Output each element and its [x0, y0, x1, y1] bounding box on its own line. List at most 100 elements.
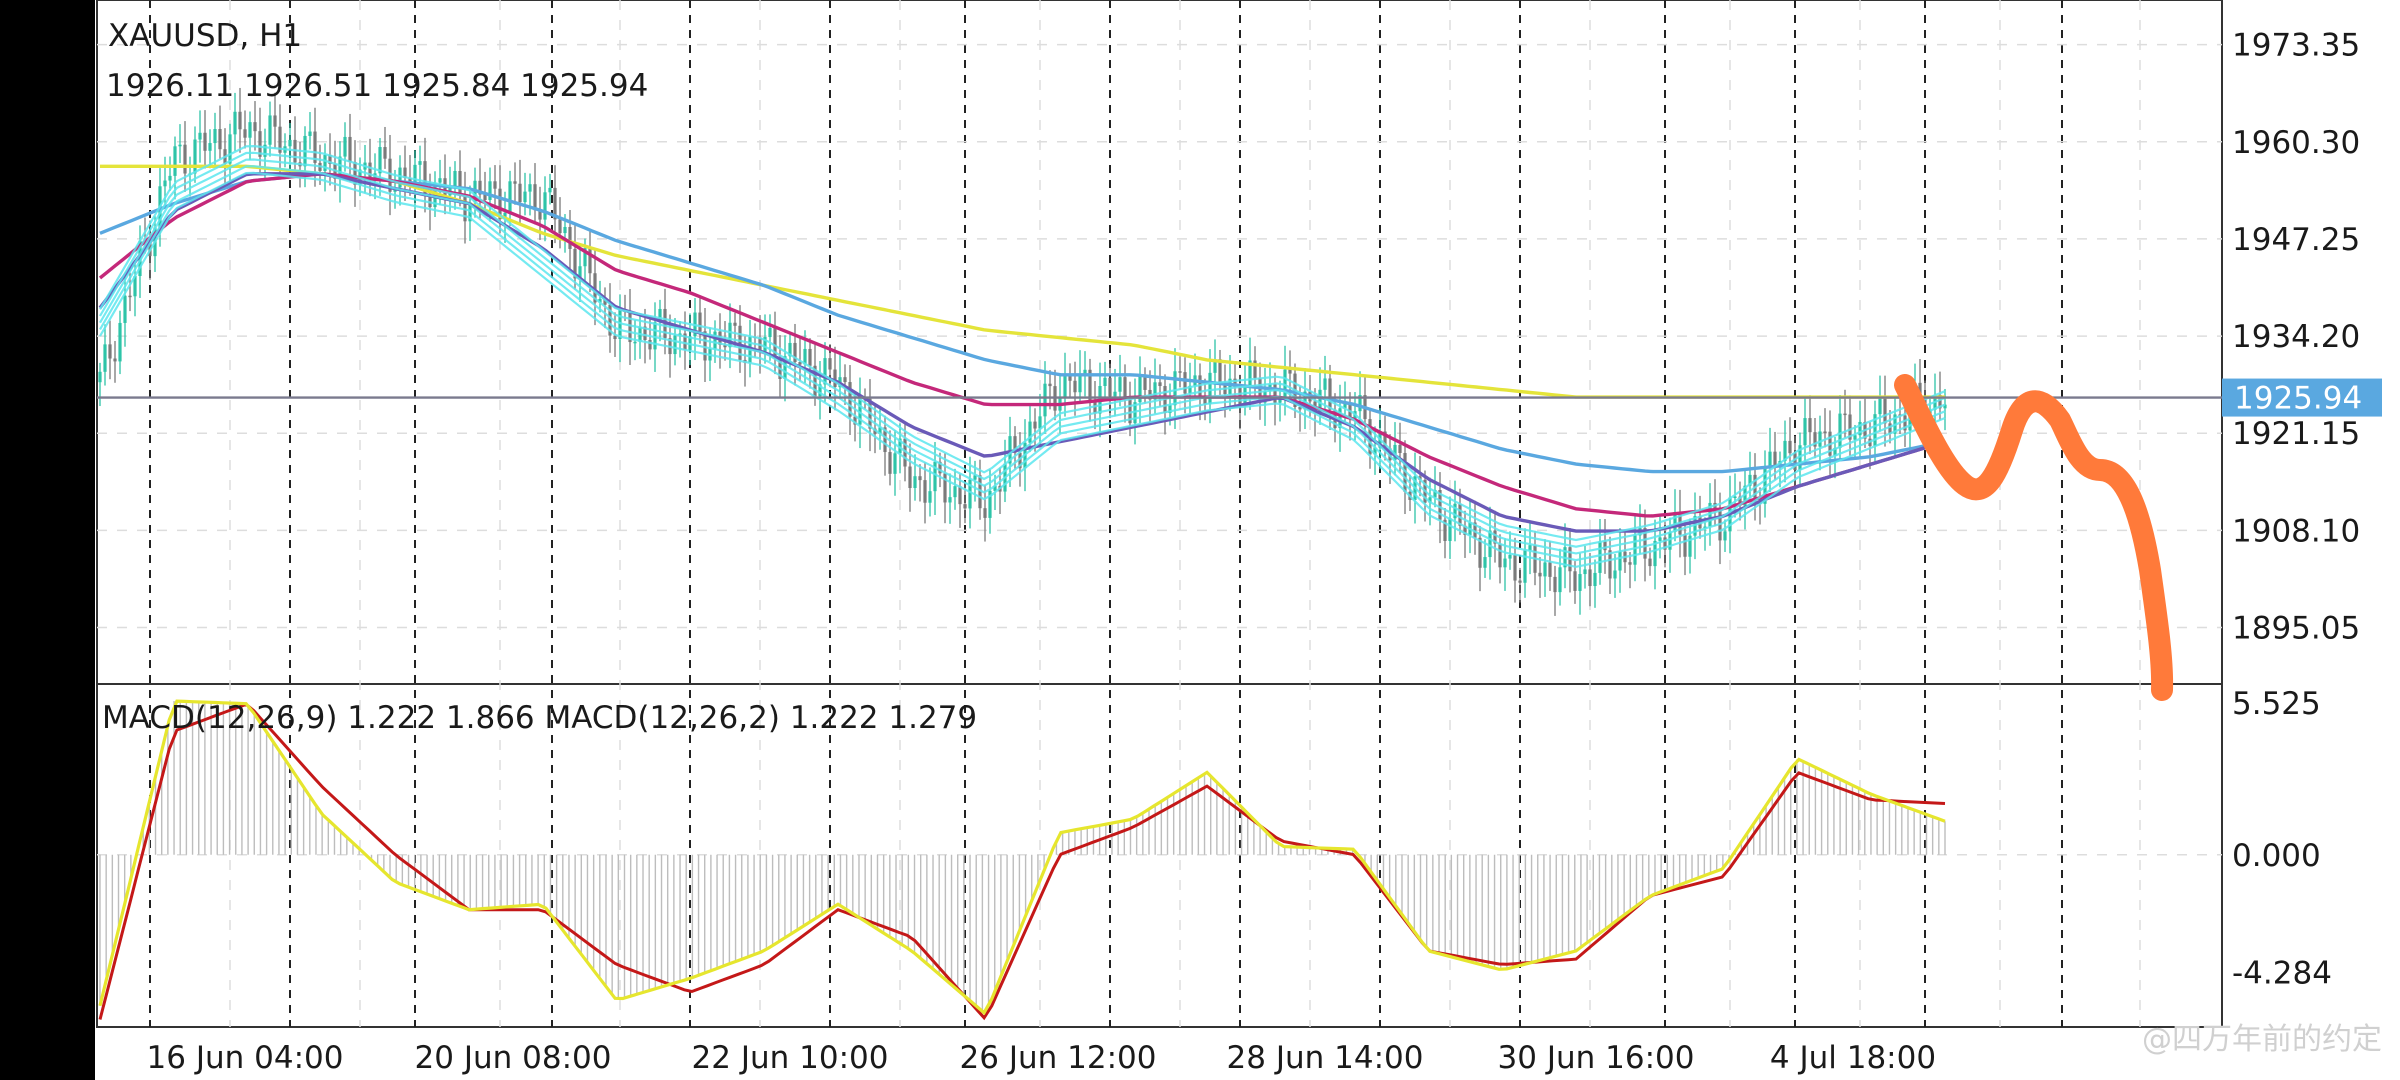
candle-body: [438, 178, 442, 183]
candle-body: [478, 180, 482, 195]
candle-body: [1603, 541, 1607, 551]
candle-body: [1733, 496, 1737, 499]
candle-body: [1888, 423, 1892, 434]
candle-body: [238, 111, 242, 130]
candle-body: [1128, 398, 1132, 424]
candle-body: [1908, 410, 1912, 431]
candle-body: [1498, 543, 1502, 568]
candle-body: [878, 427, 882, 434]
candle-body: [1518, 580, 1522, 583]
candle-body: [233, 111, 237, 135]
candle-body: [168, 175, 172, 181]
candle-body: [973, 475, 977, 480]
candle-body: [728, 322, 732, 348]
candle-body: [1508, 555, 1512, 559]
time-tick-label: 20 Jun 08:00: [415, 1040, 612, 1076]
candle-body: [1153, 382, 1157, 400]
time-tick-label: 26 Jun 12:00: [960, 1040, 1157, 1076]
candle-body: [108, 344, 112, 359]
candle-body: [1448, 518, 1452, 542]
candle-body: [328, 154, 332, 164]
ema-line-purple: [98, 172, 1946, 533]
candle-body: [253, 122, 257, 132]
candle-body: [1218, 359, 1222, 385]
candle-body: [843, 377, 847, 383]
candle-body: [833, 369, 837, 388]
candle-body: [1873, 414, 1877, 447]
candle-body: [558, 219, 562, 234]
candle-body: [943, 473, 947, 503]
candle-body: [968, 479, 972, 509]
candle-body: [1438, 489, 1442, 520]
candle-body: [808, 348, 812, 366]
candle-body: [218, 128, 222, 150]
candle-body: [603, 298, 607, 305]
candle-body: [553, 187, 557, 220]
candle-body: [1168, 405, 1172, 414]
candle-body: [548, 187, 552, 193]
candle-body: [823, 358, 827, 385]
candle-body: [1158, 382, 1162, 387]
candle-body: [1288, 369, 1292, 374]
candle-body: [513, 181, 517, 184]
candle-body: [258, 131, 262, 157]
candle-body: [503, 212, 507, 220]
candle-body: [1713, 502, 1717, 511]
candle-body: [1593, 572, 1597, 587]
candle-body: [1173, 371, 1177, 406]
candle-body: [1323, 378, 1327, 390]
candle-body: [1138, 376, 1142, 403]
candle-body: [1388, 448, 1392, 461]
candle-body: [783, 356, 787, 379]
candle-body: [1643, 528, 1647, 559]
candle-body: [913, 476, 917, 489]
candle-body: [903, 438, 907, 467]
price-tick-label: 1921.15: [2232, 416, 2360, 452]
candle-body: [613, 335, 617, 340]
current-price-label: 1925.94: [2234, 381, 2362, 417]
candle-body: [198, 132, 202, 140]
candle-body: [1478, 537, 1482, 568]
candle-body: [1573, 571, 1577, 591]
time-tick-label: 28 Jun 14:00: [1227, 1040, 1424, 1076]
time-tick-label: 4 Jul 18:00: [1770, 1040, 1936, 1076]
candle-body: [123, 295, 127, 323]
gridlines: [97, 0, 2222, 1027]
candle-body: [1443, 519, 1447, 542]
candle-body: [1068, 373, 1072, 381]
macd-tick-label: 0.000: [2232, 838, 2321, 874]
candle-body: [1008, 436, 1012, 464]
price-tick-label: 1895.05: [2232, 611, 2360, 647]
candle-body: [1188, 385, 1192, 394]
candle-body: [723, 344, 727, 348]
candle-body: [1738, 496, 1742, 506]
candle-body: [278, 126, 282, 153]
candle-body: [483, 194, 487, 201]
candle-body: [313, 131, 317, 163]
candle-body: [533, 184, 537, 211]
candle-body: [323, 154, 327, 171]
candle-body: [628, 312, 632, 343]
candle-body: [1433, 489, 1437, 498]
chart-frame: [96, 0, 2223, 1028]
candle-body: [173, 146, 177, 176]
candle-body: [1503, 558, 1507, 568]
candle-body: [1428, 497, 1432, 503]
candle-body: [368, 162, 372, 181]
candle-body: [888, 452, 892, 474]
macd-pane: [98, 699, 1946, 1021]
candle-body: [923, 480, 927, 503]
candle-body: [1178, 371, 1182, 373]
ema-line-cyan-ribbon: [99, 158, 1946, 555]
candle-body: [918, 476, 922, 481]
candle-body: [1253, 360, 1257, 379]
candle-body: [263, 144, 267, 157]
candle-body: [1903, 415, 1907, 431]
candle-body: [1298, 407, 1302, 410]
candle-body: [673, 335, 677, 355]
candle-body: [413, 164, 417, 187]
candle-body: [1673, 512, 1677, 532]
candle-body: [788, 342, 792, 357]
candle-body: [938, 461, 942, 474]
